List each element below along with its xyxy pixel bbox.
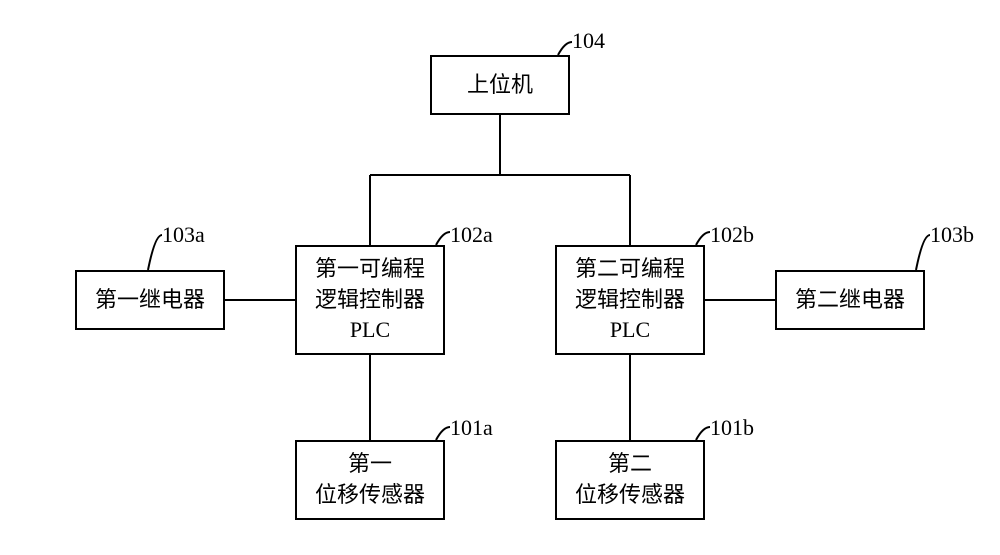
node-plc1: 第一可编程逻辑控制器PLC [295, 245, 445, 355]
node-relay2: 第二继电器 [775, 270, 925, 330]
label-sensor2: 101b [710, 415, 754, 441]
node-sensor1-text: 第一位移传感器 [315, 449, 425, 511]
node-relay1-text: 第一继电器 [95, 285, 205, 316]
node-sensor1: 第一位移传感器 [295, 440, 445, 520]
label-sensor1: 101a [450, 415, 493, 441]
label-plc2: 102b [710, 222, 754, 248]
label-plc1: 102a [450, 222, 493, 248]
diagram-canvas: 上位机 第一可编程逻辑控制器PLC 第二可编程逻辑控制器PLC 第一继电器 第二… [0, 0, 1000, 555]
node-sensor2-text: 第二位移传感器 [575, 449, 685, 511]
node-host: 上位机 [430, 55, 570, 115]
label-relay2: 103b [930, 222, 974, 248]
node-host-text: 上位机 [467, 70, 533, 101]
node-plc2-text: 第二可编程逻辑控制器PLC [575, 254, 685, 346]
label-host: 104 [572, 28, 605, 54]
node-relay2-text: 第二继电器 [795, 285, 905, 316]
node-plc1-text: 第一可编程逻辑控制器PLC [315, 254, 425, 346]
node-plc2: 第二可编程逻辑控制器PLC [555, 245, 705, 355]
node-sensor2: 第二位移传感器 [555, 440, 705, 520]
node-relay1: 第一继电器 [75, 270, 225, 330]
label-relay1: 103a [162, 222, 205, 248]
